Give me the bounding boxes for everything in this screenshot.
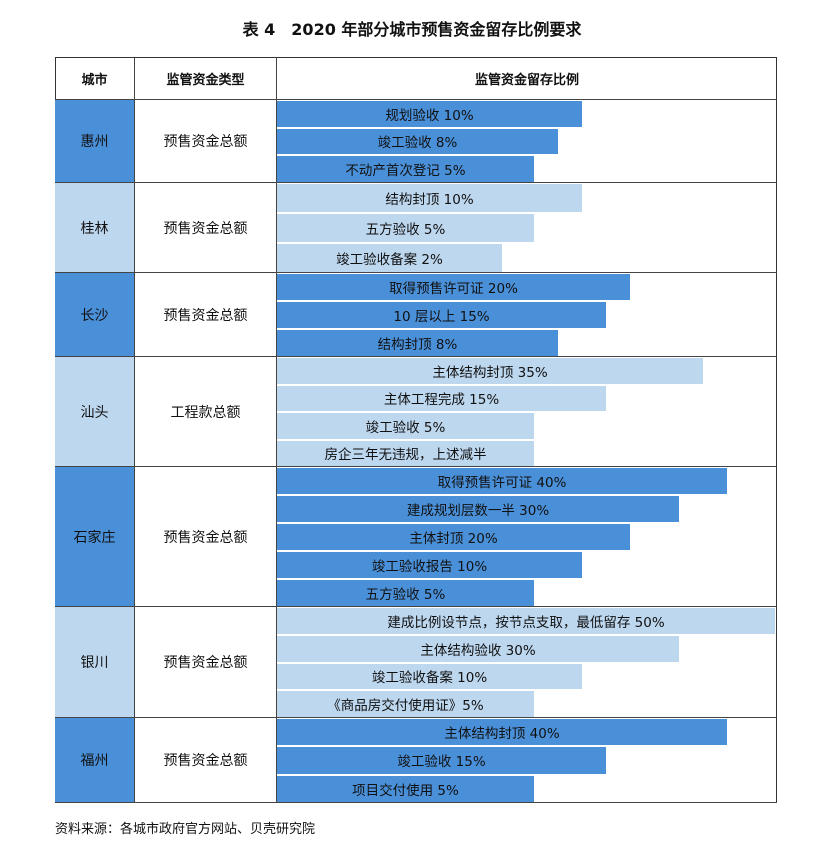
bar: 建成规划层数一半 30%: [277, 496, 679, 522]
city-cell: 福州: [55, 718, 135, 803]
type-cell: 预售资金总额: [135, 718, 277, 803]
bar: 《商品房交付使用证》5%: [277, 691, 534, 717]
bar: 取得预售许可证 20%: [277, 274, 630, 300]
bar: 竣工验收报告 10%: [277, 552, 582, 578]
row-border: [277, 100, 777, 183]
type-cell: 预售资金总额: [135, 273, 277, 357]
bar: 主体结构验收 30%: [277, 635, 679, 662]
city-cell: 石家庄: [55, 467, 135, 607]
city-cell: 银川: [55, 607, 135, 718]
bar: 五方验收 5%: [277, 214, 534, 242]
bar: 主体封顶 20%: [277, 524, 630, 550]
bar: 取得预售许可证 40%: [277, 468, 727, 494]
header-cell: 监管资金留存比例: [277, 57, 777, 100]
header-cell: 监管资金类型: [135, 57, 277, 100]
type-cell: 预售资金总额: [135, 100, 277, 183]
type-cell: 预售资金总额: [135, 183, 277, 273]
bar: 主体结构封顶 35%: [277, 358, 703, 384]
row-border: [277, 183, 777, 273]
bar: 竣工验收备案 10%: [277, 663, 582, 690]
type-cell: 预售资金总额: [135, 607, 277, 718]
city-cell: 汕头: [55, 357, 135, 467]
type-cell: 预售资金总额: [135, 467, 277, 607]
bar: 主体工程完成 15%: [277, 385, 606, 411]
type-cell: 工程款总额: [135, 357, 277, 467]
source: 资料来源：各城市政府官方网站、贝壳研究院: [55, 822, 316, 837]
row-border: [277, 718, 777, 803]
bar: 竣工验收备案 2%: [277, 244, 502, 272]
header-cell: 城市: [55, 57, 135, 100]
title: 表 4 2020 年部分城市预售资金留存比例要求: [242, 20, 582, 39]
row-border: [277, 467, 777, 607]
bar: 10 层以上 15%: [277, 302, 606, 328]
city-cell: 惠州: [55, 100, 135, 183]
bar: 竣工验收 5%: [277, 413, 534, 439]
bar: 竣工验收 8%: [277, 128, 558, 155]
bar: 五方验收 5%: [277, 580, 534, 606]
bar: 房企三年无违规，上述减半: [277, 440, 534, 466]
row-border: [277, 273, 777, 357]
row-border: [277, 357, 777, 467]
bar: 建成比例设节点，按节点支取，最低留存 50%: [277, 608, 775, 634]
bar: 规划验收 10%: [277, 101, 582, 127]
bar: 项目交付使用 5%: [277, 775, 534, 802]
bar: 竣工验收 15%: [277, 747, 606, 774]
bar: 结构封顶 10%: [277, 184, 582, 212]
city-cell: 长沙: [55, 273, 135, 357]
bar: 结构封顶 8%: [277, 330, 558, 356]
row-border: [277, 607, 777, 718]
bar: 不动产首次登记 5%: [277, 156, 534, 182]
city-cell: 桂林: [55, 183, 135, 273]
bar: 主体结构封顶 40%: [277, 719, 727, 746]
